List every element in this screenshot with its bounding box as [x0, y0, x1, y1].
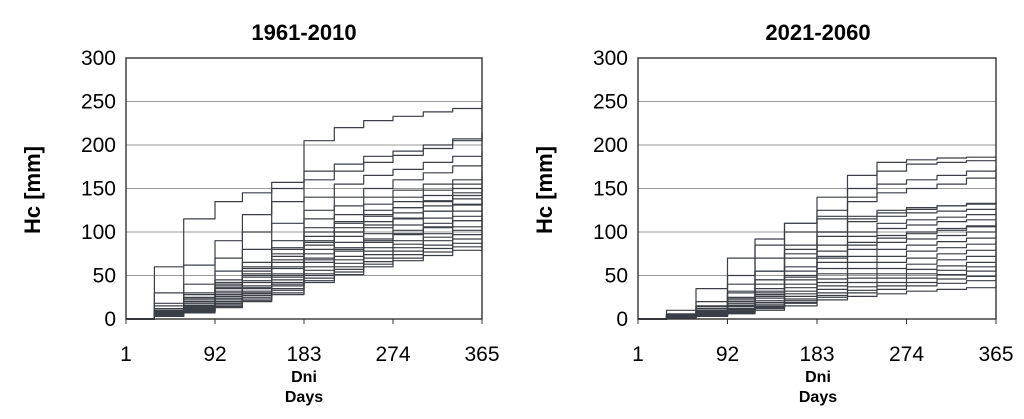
y-tick-label: 300 [593, 47, 628, 70]
series-line [126, 214, 483, 320]
x-tick-label: 274 [375, 343, 410, 366]
x-axis-label-days: Days [799, 389, 837, 406]
series-line [126, 151, 483, 320]
y-tick-label: 50 [605, 265, 628, 288]
x-tick-labels: 1 92 183 274 365 [120, 319, 500, 366]
y-tick-label: 150 [81, 178, 116, 201]
y-tick-label: 0 [104, 308, 116, 331]
x-tick-label: 92 [203, 343, 226, 366]
x-tick-label: 1 [120, 343, 132, 366]
x-tick-label: 183 [286, 343, 321, 366]
chart-title: 2021-2060 [765, 20, 870, 45]
y-tick-label: 50 [93, 265, 116, 288]
series-group [638, 156, 997, 320]
chart-title: 1961-2010 [251, 20, 356, 45]
y-tick-labels: 0 50 100 150 200 250 300 [593, 47, 628, 331]
y-tick-label: 100 [81, 221, 116, 244]
y-tick-label: 250 [81, 91, 116, 114]
series-line [126, 186, 483, 320]
series-line [638, 221, 997, 320]
y-tick-label: 250 [593, 91, 628, 114]
x-axis-label: Dni [291, 369, 317, 386]
series-line [638, 166, 997, 320]
y-tick-label: 200 [81, 134, 116, 157]
x-tick-label: 1 [632, 343, 644, 366]
y-tick-label: 100 [593, 221, 628, 244]
x-axis-label: Dni [805, 369, 831, 386]
series-line [638, 200, 997, 320]
y-tick-label: 0 [616, 308, 628, 331]
series-group [126, 105, 483, 320]
y-tick-labels: 0 50 100 150 200 250 300 [81, 47, 116, 331]
x-axis-label-days: Days [285, 389, 323, 406]
y-tick-label: 150 [593, 178, 628, 201]
x-tick-label: 183 [799, 343, 834, 366]
series-line [126, 198, 483, 320]
y-axis-label: Hc [mm] [532, 146, 557, 234]
x-tick-label: 274 [889, 343, 924, 366]
y-axis-label: Hc [mm] [20, 146, 45, 234]
x-tick-label: 365 [464, 343, 499, 366]
series-line [126, 132, 483, 320]
x-tick-label: 92 [716, 343, 739, 366]
x-tick-label: 365 [978, 343, 1013, 366]
chart-panel-2021-2060: 2021-2060 Hc [mm] Dni Days 0 50 100 150 200 2… [532, 20, 1014, 406]
series-line [126, 105, 483, 320]
chart-panel-1961-2010: 1961-2010 Hc [mm] Dni Days 0 50 100 150 200 2… [20, 20, 500, 406]
series-line [126, 171, 483, 320]
y-tick-label: 200 [593, 134, 628, 157]
series-line [126, 158, 483, 320]
y-tick-label: 300 [81, 47, 116, 70]
x-tick-labels: 1 92 183 274 365 [632, 319, 1014, 366]
